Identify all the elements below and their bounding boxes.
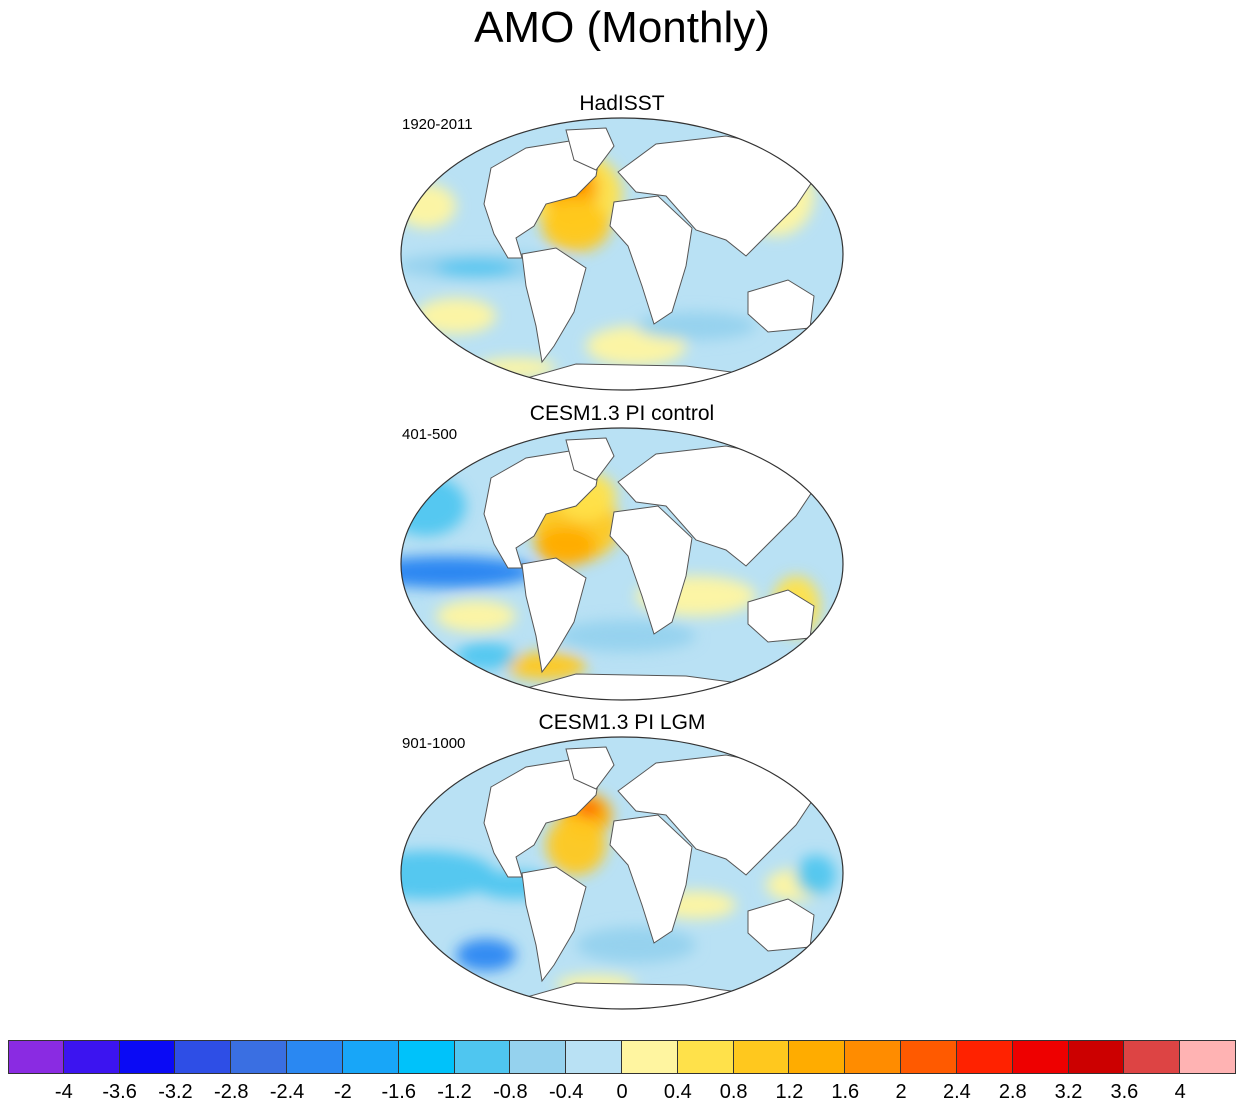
map-panel-1: HadISST 1920-2011 [396,92,848,392]
colorbar-box [1124,1040,1181,1074]
anomaly-patch [401,556,536,588]
colorbar-box [454,1040,511,1074]
colorbar-box [287,1040,343,1074]
colorbar-box [789,1040,846,1074]
anomaly-patch [542,200,610,252]
colorbar-box [398,1040,455,1074]
colorbar-box [622,1040,678,1074]
colorbar-box [566,1040,622,1074]
colorbar-box [845,1040,902,1074]
colorbar-box [677,1040,734,1074]
europe-asia [617,445,817,567]
anomaly-patch [436,600,516,632]
anomaly-patch [401,851,496,899]
map-border [400,736,844,1010]
colorbar-box [63,1040,120,1074]
anomaly-patch [796,855,836,895]
colorbar-label: -1.2 [437,1081,472,1103]
anomaly-patch [546,815,606,875]
anomaly-patch [456,642,516,670]
map-panel-2: CESM1.3 PI control 401-500 [396,402,848,702]
colorbar-label: -0.4 [548,1081,584,1103]
colorbar-label: 1.6 [831,1081,860,1103]
map-panel-3: CESM1.3 PI LGM 901-1000 [396,711,848,1011]
colorbar-box [956,1040,1013,1074]
world-map [400,736,844,1010]
greenland [565,127,615,171]
panel-title: CESM1.3 PI LGM [538,711,706,734]
colorbar-label: -0.8 [493,1081,528,1103]
colorbar [8,1040,1236,1076]
panel-period: 401-500 [402,426,458,443]
colorbar-box [901,1040,957,1074]
europe-asia [617,754,817,876]
colorbar-box [733,1040,790,1074]
colorbar-label: -2 [334,1081,352,1103]
colorbar-box [119,1040,176,1074]
anomaly-patch [536,526,596,566]
map-border [400,427,844,701]
south-america [521,247,587,364]
panel-period: 901-1000 [402,735,466,752]
colorbar-box [342,1040,399,1074]
colorbar-label: -3.2 [158,1081,193,1103]
continents [483,437,817,700]
anomaly-patch [576,927,696,963]
panel-title: HadISST [579,92,665,115]
europe-asia [617,135,817,257]
colorbar-box [1068,1040,1125,1074]
colorbar-box [1180,1040,1236,1074]
colorbar-label: -3.6 [102,1081,137,1103]
south-america [521,557,587,674]
colorbar-label: 2.8 [998,1081,1027,1103]
anomaly-patch [556,620,696,652]
south-america [521,866,587,983]
anomaly-patch [416,298,496,334]
colorbar-label: 0 [616,1081,628,1103]
colorbar-box [231,1040,288,1074]
africa [609,195,693,325]
colorbar-box [8,1040,64,1074]
colorbar-box [1012,1040,1069,1074]
greenland [565,437,615,481]
colorbar-label: -2.4 [269,1081,305,1103]
colorbar-label: 1.2 [775,1081,804,1103]
colorbar-label: 2 [895,1081,907,1103]
colorbar-label: 4 [1174,1081,1186,1103]
panel-period: 1920-2011 [402,116,473,133]
continents [483,127,817,390]
africa [609,505,693,635]
colorbar-box [510,1040,567,1074]
map-border [400,117,844,391]
colorbar-label: -1.6 [381,1081,416,1103]
colorbar-label: -2.8 [214,1081,249,1103]
world-map [400,117,844,391]
colorbar-label: -4 [54,1081,73,1103]
colorbar-label: 2.4 [943,1081,971,1103]
africa [609,814,693,944]
colorbar-label: 3.6 [1110,1081,1139,1103]
panel-title: CESM1.3 PI control [529,402,715,425]
anomaly-patch [636,312,756,340]
colorbar-label: 0.8 [719,1081,748,1103]
anomaly-patch [456,939,516,971]
greenland [565,746,615,790]
figure-title: AMO (Monthly) [474,3,770,52]
colorbar-box [175,1040,232,1074]
world-map [400,427,844,701]
anomaly-patch [436,260,516,276]
colorbar-label: 0.4 [663,1081,692,1103]
colorbar-label: 3.2 [1054,1081,1083,1103]
